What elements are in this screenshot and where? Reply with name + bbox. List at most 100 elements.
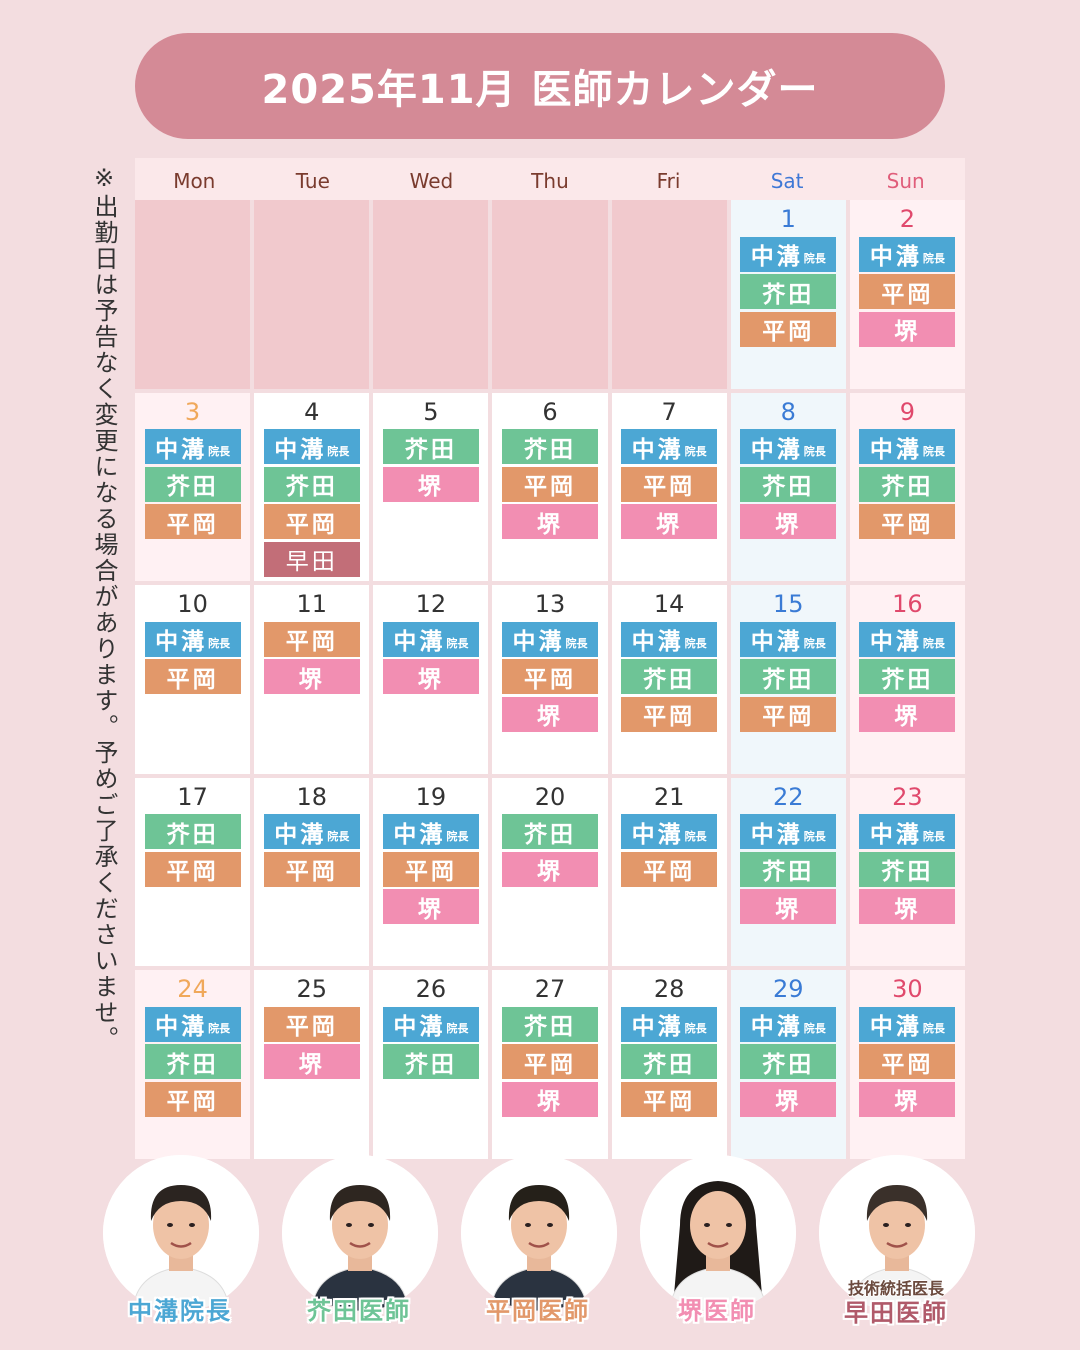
doctor-tag-label: 平岡 — [643, 704, 696, 730]
doctor-tag-akuta: 芥田 — [740, 851, 837, 887]
day-number: 7 — [661, 397, 677, 426]
doctor-tag-label: 堺 — [775, 896, 802, 923]
doctor-tag-label: 芥田 — [404, 1051, 457, 1078]
doctor-tag-title: 院長 — [803, 829, 826, 843]
doctor-tag-title: 院長 — [803, 444, 826, 458]
doctor-tag-title: 院長 — [684, 829, 707, 843]
doctor-tag-akuta: 芥田 — [144, 814, 241, 849]
day-number: 5 — [423, 397, 439, 426]
doctor-tag-title: 院長 — [327, 829, 350, 843]
doctor-tag-title: 院長 — [208, 637, 231, 650]
doctor-tag-label: 芥田 — [523, 1014, 576, 1040]
doctor-tag-hiraoka: 平岡 — [501, 659, 598, 694]
day-cell-4: 4 中溝 院長 芥田 平岡 早田 — [254, 392, 370, 581]
doctor-tag-title: 院長 — [684, 637, 707, 650]
doctor-card-hiraoka: 平岡医師 — [458, 1155, 618, 1335]
doctor-tag-title: 院長 — [922, 637, 945, 650]
doctor-tag-sakai: 堺 — [501, 1081, 598, 1117]
day-cell-29: 29 中溝 院長 芥田堺 — [730, 970, 846, 1159]
doctor-tag-label: 中溝 — [631, 436, 684, 463]
doctor-tag-label: 中溝 — [869, 629, 922, 655]
weekday-wed: Wed — [409, 169, 454, 193]
day-cell-10: 10 中溝 院長 平岡 — [135, 585, 251, 774]
doctor-tag-hiraoka: 平岡 — [740, 311, 837, 347]
doctor-tag-akuta: 芥田 — [621, 659, 718, 694]
day-number: 19 — [415, 782, 447, 811]
doctor-tag-akuta: 芥田 — [740, 1044, 837, 1079]
doctor-tag-label: 堺 — [536, 704, 563, 730]
doctor-tag-hiraoka: 平岡 — [621, 696, 718, 732]
doctor-tag-label: 平岡 — [285, 1014, 338, 1040]
doctor-tag-hiraoka: 平岡 — [144, 659, 241, 694]
schedule-change-note: ※出勤日は予告なく変更になる場合があります。予めご了承くださいませ。 — [90, 164, 118, 1052]
calendar-grid: 1 中溝 院長 芥田 平岡 2 中溝 院長 平岡堺 3 中溝 院長 芥田 平岡 4 中溝 院長 芥田 平岡 早田 5 芥田… — [135, 200, 965, 1159]
doctor-tag-sakai: 堺 — [859, 889, 956, 924]
weekday-fri: Fri — [656, 169, 681, 193]
doctor-tag-akuta: 芥田 — [501, 429, 598, 464]
doctor-tag-label: 平岡 — [523, 474, 576, 500]
doctor-tag-akuta: 芥田 — [740, 466, 837, 502]
doctor-tag-nakamizo: 中溝 院長 — [144, 429, 241, 464]
doctor-tag-label: 平岡 — [285, 629, 338, 655]
day-number: 17 — [177, 782, 208, 811]
doctor-photo — [819, 1155, 975, 1311]
doctor-tag-nakamizo: 中溝 院長 — [144, 621, 241, 657]
doctor-tag-title: 院長 — [446, 637, 469, 650]
doctor-tag-label: 平岡 — [166, 1089, 219, 1115]
doctor-tag-label: 中溝 — [155, 629, 208, 655]
day-number: 18 — [296, 782, 327, 811]
day-cell-18: 18 中溝 院長平岡 — [254, 777, 370, 966]
weekday-header: Mon Tue Wed Thu Fri Sat Sun — [135, 158, 965, 200]
doctor-tag-title: 院長 — [327, 444, 350, 458]
doctor-tag-label: 芥田 — [881, 474, 934, 500]
day-number: 22 — [773, 782, 804, 811]
doctor-tag-nakamizo: 中溝 院長 — [621, 429, 718, 464]
day-cell-11: 11 平岡堺 — [254, 585, 370, 774]
day-number: 29 — [773, 975, 804, 1003]
day-number: 9 — [899, 397, 916, 426]
doctor-tag-title: 院長 — [565, 637, 588, 650]
doctor-tag-nakamizo: 中溝 院長 — [501, 621, 598, 657]
doctor-tag-label: 堺 — [536, 511, 563, 538]
doctor-tag-akuta: 芥田 — [740, 274, 837, 309]
doctor-tag-nakamizo: 中溝 院長 — [263, 814, 360, 849]
doctor-tag-sakai: 堺 — [382, 466, 479, 502]
doctor-tag-label: 堺 — [894, 704, 921, 730]
doctor-tag-label: 芥田 — [881, 859, 934, 885]
weekday-mon: Mon — [173, 169, 216, 193]
doctor-tag-title: 院長 — [803, 637, 826, 650]
doctor-role: 技術統括医長 — [847, 1279, 944, 1298]
doctor-tag-label: 中溝 — [631, 629, 684, 655]
doctor-tag-label: 芥田 — [643, 666, 696, 693]
doctor-tag-title: 院長 — [446, 1022, 469, 1035]
day-number: 1 — [780, 205, 796, 233]
doctor-tag-sakai: 堺 — [382, 889, 479, 924]
day-cell-28: 28 中溝 院長 芥田 平岡 — [611, 970, 727, 1159]
day-number: 28 — [653, 975, 685, 1003]
day-number: 10 — [177, 590, 208, 618]
doctor-tag-hiraoka: 平岡 — [501, 466, 598, 502]
doctor-tag-label: 堺 — [775, 511, 802, 538]
doctor-tag-akuta: 芥田 — [144, 1044, 241, 1079]
doctor-name: 平岡医師 — [486, 1297, 590, 1325]
doctor-tag-label: 堺 — [894, 319, 921, 345]
page-title: 2025年11月 医師カレンダー — [135, 33, 945, 139]
day-cell-27: 27 芥田 平岡堺 — [492, 970, 608, 1159]
day-number: 12 — [415, 590, 447, 618]
doctor-tag-label: 中溝 — [393, 629, 446, 655]
doctor-tag-sakai: 堺 — [859, 696, 956, 732]
day-cell-9: 9 中溝 院長 芥田 平岡 — [849, 392, 965, 581]
doctor-tag-akuta: 芥田 — [382, 429, 479, 464]
doctor-tag-nakamizo: 中溝 院長 — [740, 429, 837, 464]
doctor-tag-label: 平岡 — [881, 1051, 934, 1078]
doctor-tag-label: 平岡 — [285, 859, 338, 885]
doctor-tag-label: 芥田 — [762, 1051, 815, 1078]
doctor-tag-label: 平岡 — [523, 1051, 576, 1078]
doctor-name: 堺医師 — [678, 1297, 756, 1325]
doctor-tag-sakai: 堺 — [740, 889, 837, 924]
doctor-tag-label: 堺 — [894, 1089, 921, 1115]
day-number: 21 — [653, 782, 685, 811]
doctor-tag-label: 芥田 — [404, 436, 457, 463]
day-cell-5: 5 芥田堺 — [373, 392, 489, 581]
day-cell-30: 30 中溝 院長 平岡堺 — [849, 970, 965, 1159]
